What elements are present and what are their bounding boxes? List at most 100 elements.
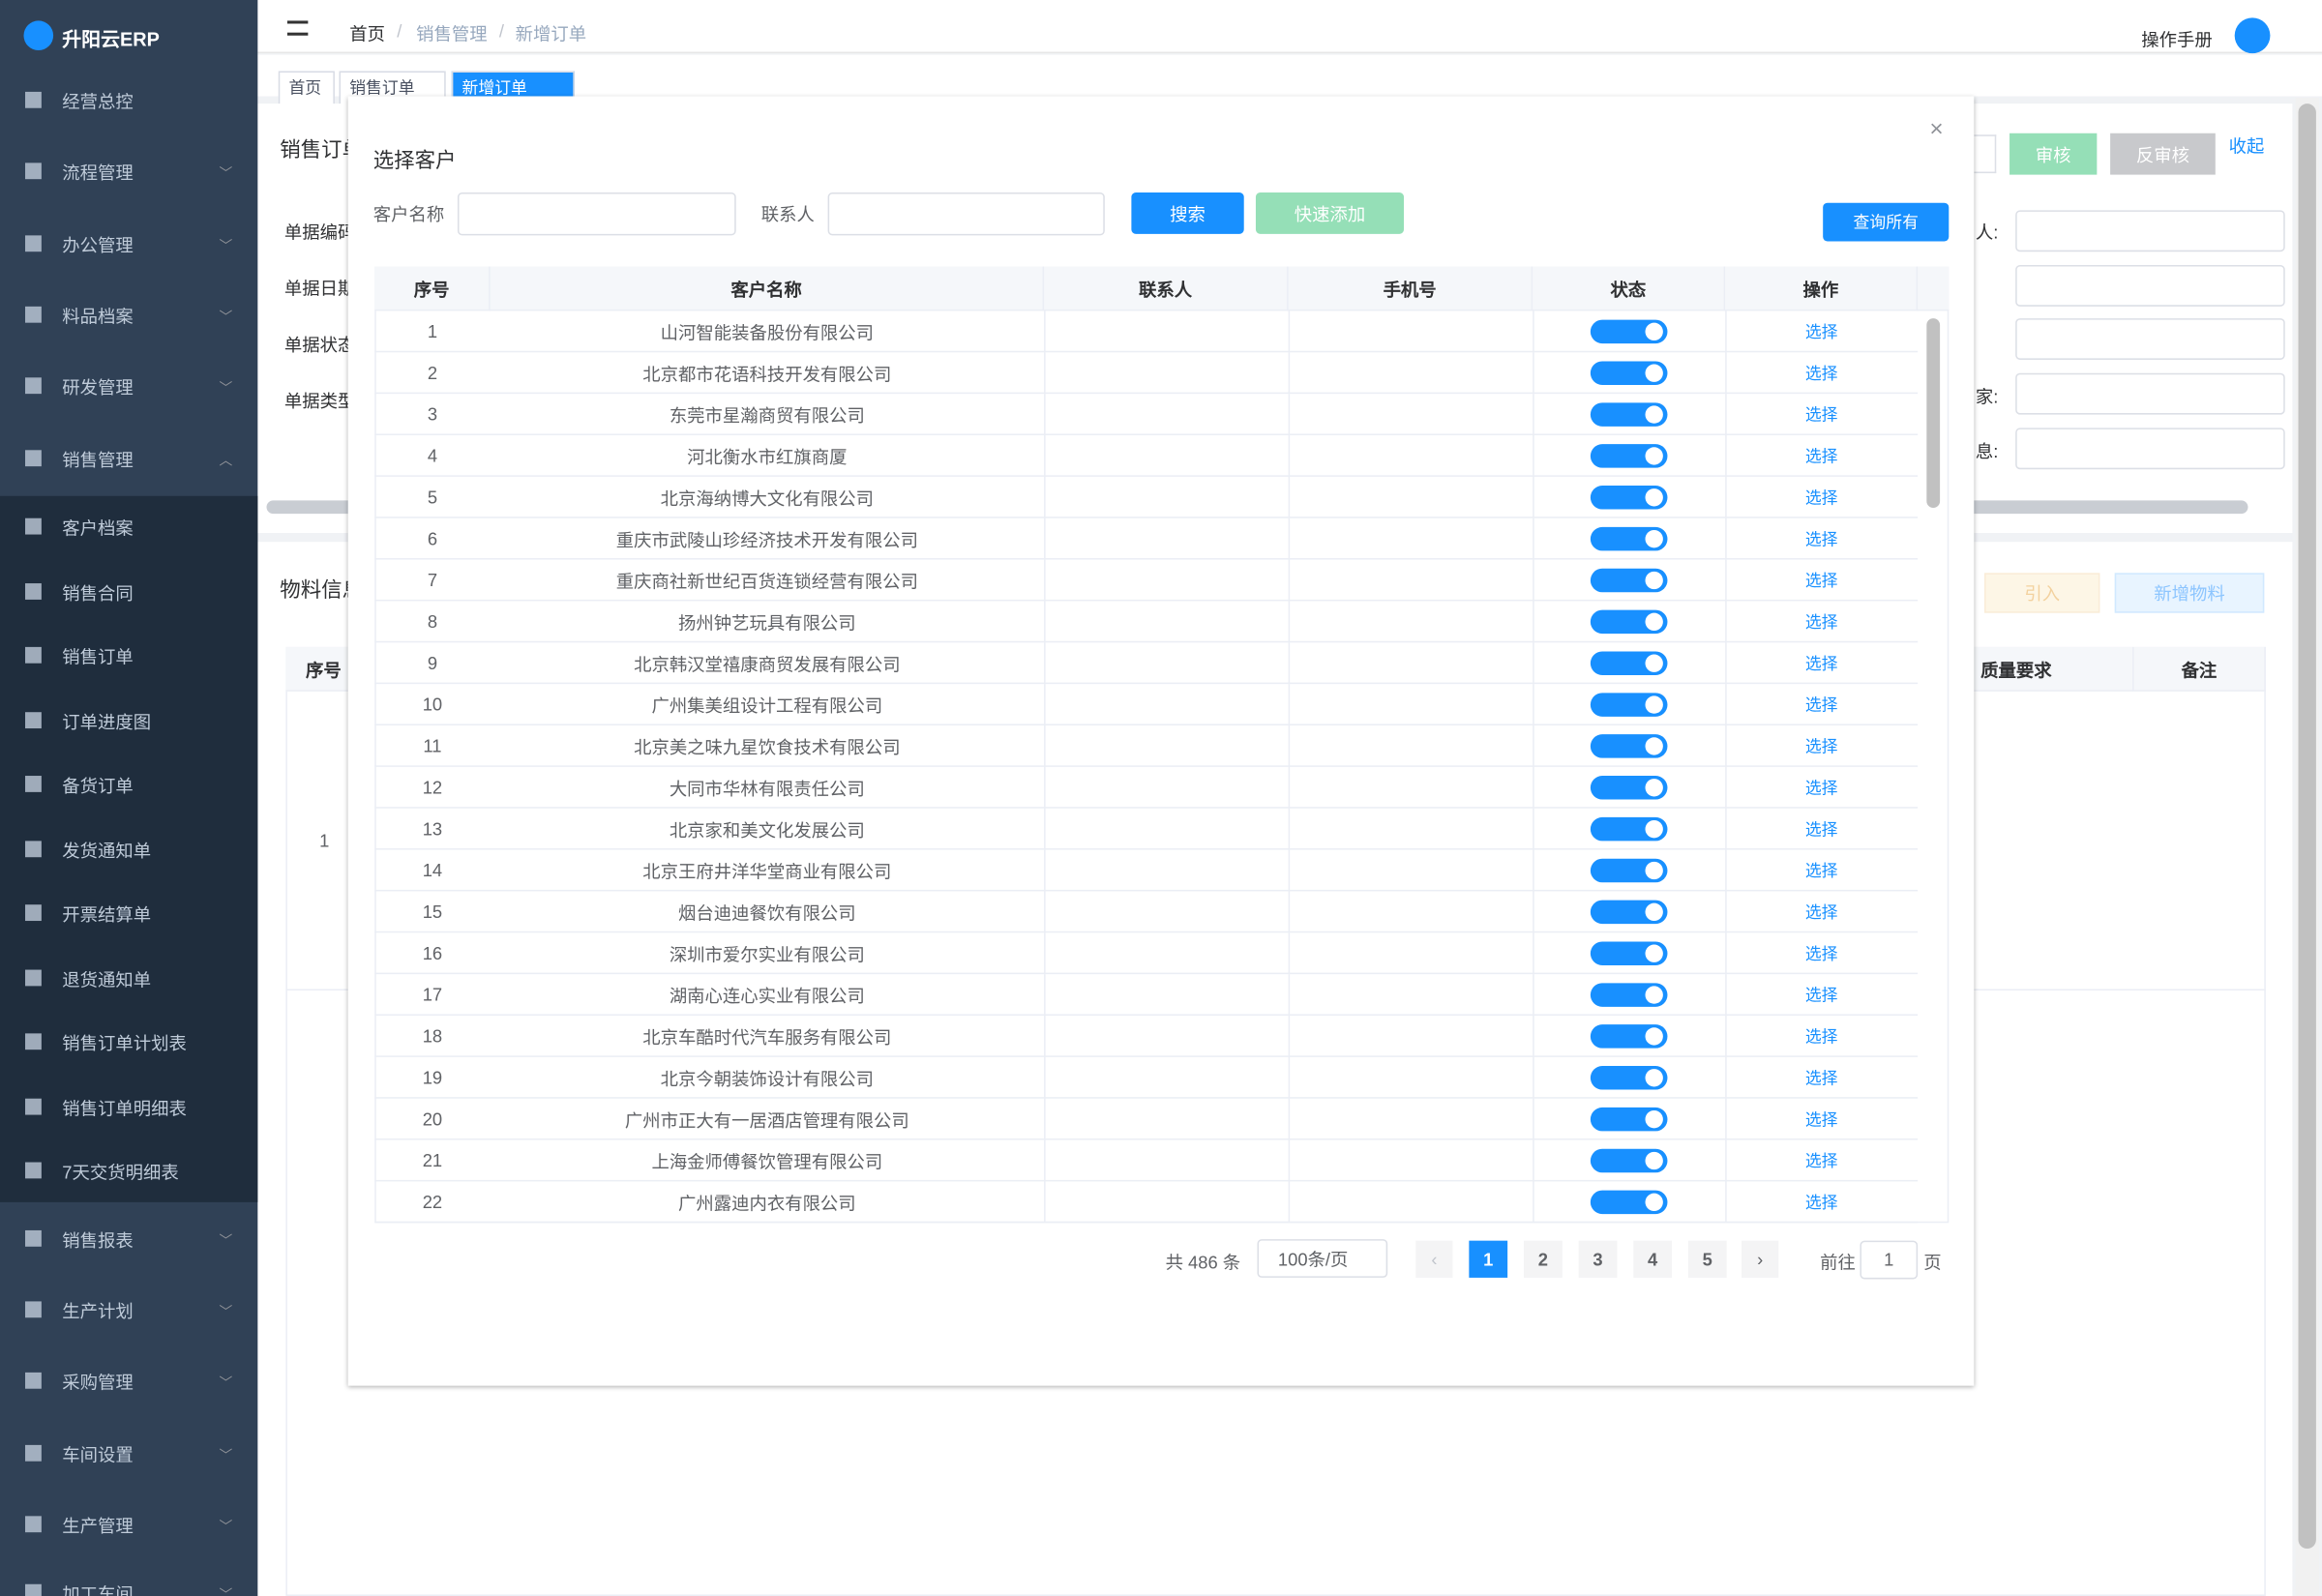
status-switch[interactable]	[1590, 900, 1668, 925]
status-switch[interactable]	[1590, 402, 1668, 427]
breadcrumb-item[interactable]: 销售管理	[416, 23, 488, 44]
import-button[interactable]: 引入	[1984, 573, 2100, 613]
row-line	[374, 1179, 1919, 1182]
menu-item[interactable]: 采购管理	[62, 1372, 134, 1394]
select-link[interactable]: 选择	[1804, 946, 1838, 964]
select-link[interactable]: 选择	[1804, 780, 1838, 798]
submenu-item[interactable]: 备货订单	[62, 776, 134, 797]
collapse-link[interactable]: 收起	[2228, 135, 2265, 158]
status-switch[interactable]	[1590, 651, 1668, 675]
select-link[interactable]: 选择	[1804, 406, 1838, 426]
form-input[interactable]	[2015, 428, 2285, 470]
status-switch[interactable]	[1590, 776, 1668, 800]
select-link[interactable]: 选择	[1804, 1195, 1838, 1213]
row-line	[374, 1221, 1919, 1224]
quick-add-button[interactable]: 快速添加	[1255, 192, 1405, 234]
select-link[interactable]: 选择	[1804, 863, 1838, 881]
form-input[interactable]	[2015, 264, 2285, 307]
select-link[interactable]: 选择	[1804, 366, 1838, 384]
page-button[interactable]: 1	[1469, 1240, 1508, 1278]
audit-button[interactable]: 审核	[2009, 133, 2098, 175]
form-input[interactable]	[2015, 318, 2285, 360]
menu-item[interactable]: 销售管理	[62, 450, 134, 471]
select-link[interactable]: 选择	[1804, 448, 1838, 467]
menu-item[interactable]: 车间设置	[62, 1444, 134, 1466]
select-link[interactable]: 选择	[1804, 573, 1838, 591]
status-switch[interactable]	[1590, 983, 1668, 1007]
select-link[interactable]: 选择	[1804, 614, 1838, 633]
submenu-item[interactable]: 7天交货明细表	[62, 1162, 179, 1183]
page-button[interactable]: 2	[1523, 1240, 1563, 1278]
status-switch[interactable]	[1590, 941, 1668, 965]
submenu-item[interactable]: 发货通知单	[62, 840, 152, 862]
menu-item[interactable]: 加工车间	[62, 1583, 134, 1596]
status-switch[interactable]	[1590, 1066, 1668, 1090]
tab[interactable]: 首页	[278, 71, 335, 107]
select-link[interactable]: 选择	[1804, 987, 1838, 1006]
page-button[interactable]: 5	[1687, 1240, 1727, 1278]
status-switch[interactable]	[1590, 526, 1668, 551]
select-link[interactable]: 选择	[1804, 489, 1838, 508]
unaudit-button[interactable]: 反审核	[2110, 133, 2216, 175]
select-link[interactable]: 选择	[1804, 531, 1838, 549]
form-input[interactable]	[2015, 210, 2285, 252]
submenu-item[interactable]: 销售订单计划表	[62, 1033, 187, 1054]
status-switch[interactable]	[1590, 858, 1668, 883]
search-button[interactable]: 搜索	[1131, 192, 1244, 234]
submenu-item[interactable]: 销售订单明细表	[62, 1097, 187, 1119]
select-link[interactable]: 选择	[1804, 738, 1838, 757]
select-link[interactable]: 选择	[1804, 1111, 1838, 1130]
filter-input[interactable]	[827, 192, 1105, 236]
menu-item[interactable]: 办公管理	[62, 235, 134, 256]
select-link[interactable]: 选择	[1804, 904, 1838, 923]
submenu-item[interactable]: 订单进度图	[62, 711, 152, 732]
status-switch[interactable]	[1590, 486, 1668, 510]
status-switch[interactable]	[1590, 816, 1668, 842]
select-link[interactable]: 选择	[1804, 1153, 1838, 1171]
submenu-item[interactable]: 客户档案	[62, 517, 134, 540]
menu-item[interactable]: 流程管理	[62, 163, 134, 184]
submenu-item[interactable]: 销售订单	[62, 646, 134, 668]
form-input[interactable]	[2015, 372, 2285, 415]
submenu-item[interactable]: 开票结算单	[62, 904, 152, 926]
next-button[interactable]: ›	[1741, 1240, 1779, 1278]
status-switch[interactable]	[1590, 568, 1668, 593]
page-size-select[interactable]: 100条/页	[1257, 1239, 1388, 1278]
breadcrumb-item[interactable]: 首页	[349, 23, 385, 44]
status-switch[interactable]	[1590, 361, 1668, 385]
menu-item[interactable]: 经营总控	[62, 91, 134, 113]
status-switch[interactable]	[1590, 693, 1668, 717]
status-switch[interactable]	[1590, 734, 1668, 758]
page-button[interactable]: 3	[1578, 1240, 1618, 1278]
status-switch[interactable]	[1590, 319, 1668, 344]
select-link[interactable]: 选择	[1804, 696, 1838, 716]
filter-input[interactable]	[457, 192, 736, 236]
select-link[interactable]: 选择	[1804, 324, 1838, 342]
cell-border	[1725, 1098, 1727, 1140]
status-switch[interactable]	[1590, 1107, 1668, 1132]
avatar[interactable]	[2234, 17, 2271, 54]
menu-item[interactable]: 料品档案	[62, 306, 134, 328]
status-switch[interactable]	[1590, 444, 1668, 468]
menu-item[interactable]: 研发管理	[62, 377, 134, 399]
query-all-button[interactable]: 查询所有	[1823, 202, 1950, 242]
select-link[interactable]: 选择	[1804, 656, 1838, 674]
menu-item[interactable]: 销售报表	[62, 1229, 134, 1252]
submenu-item[interactable]: 退货通知单	[62, 968, 152, 990]
page-button[interactable]: 4	[1633, 1240, 1673, 1278]
manual-link[interactable]: 操作手册	[2141, 29, 2213, 51]
status-switch[interactable]	[1590, 609, 1668, 635]
select-link[interactable]: 选择	[1804, 821, 1838, 840]
menu-item[interactable]: 生产管理	[62, 1516, 134, 1537]
status-switch[interactable]	[1590, 1148, 1668, 1173]
close-button[interactable]: ×	[1929, 116, 1944, 142]
select-link[interactable]: 选择	[1804, 1028, 1838, 1048]
status-switch[interactable]	[1590, 1190, 1668, 1215]
add-material-button[interactable]: 新增物料	[2114, 573, 2265, 613]
menu-item[interactable]: 生产计划	[62, 1301, 134, 1322]
goto-input[interactable]: 1	[1860, 1240, 1919, 1280]
prev-button[interactable]: ‹	[1415, 1240, 1453, 1278]
status-switch[interactable]	[1590, 1024, 1668, 1049]
select-link[interactable]: 选择	[1804, 1070, 1838, 1088]
submenu-item[interactable]: 销售合同	[62, 582, 134, 604]
